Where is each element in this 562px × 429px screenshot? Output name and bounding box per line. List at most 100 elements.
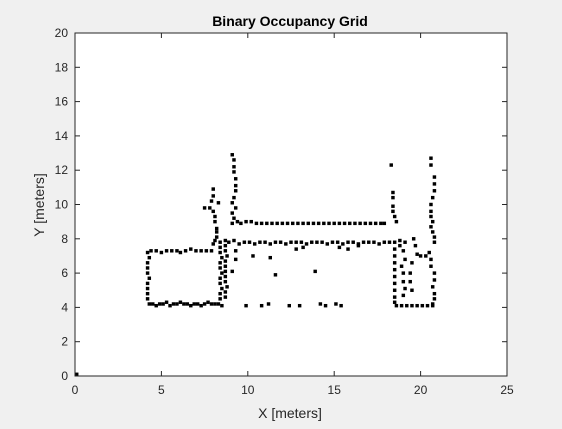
occupied-cell [211,194,215,198]
occupied-cell [432,278,437,282]
occupied-cell [161,302,165,306]
occupied-cell [252,242,257,246]
occupied-cell [391,204,395,208]
occupied-cell [392,274,397,279]
occupied-cell [327,221,331,226]
occupied-cell [346,247,350,251]
occupied-cell [233,249,238,253]
occupied-cell [387,240,392,244]
x-tick-label: 0 [72,383,79,397]
occupied-cell [389,163,393,167]
x-tick-label: 5 [158,383,165,397]
occupied-cell [185,302,190,306]
occupied-cell [394,219,399,224]
occupied-cell [233,189,238,193]
occupied-cell [268,255,272,260]
occupied-cell [145,261,150,265]
occupied-cell [218,281,222,286]
occupied-cell [382,240,387,244]
occupied-cell [214,230,219,234]
occupied-cell [337,221,342,226]
occupied-cell [401,279,406,284]
occupied-cell [230,153,234,157]
occupied-cell [430,195,435,200]
occupied-cell [415,303,419,308]
occupied-cell [232,158,236,162]
occupied-cell [399,264,404,268]
occupied-cell [273,273,278,277]
occupied-cell [401,293,406,298]
occupied-cell [398,238,402,243]
occupied-cell [284,242,288,246]
occupied-cell [213,238,217,243]
occupied-cell [223,295,228,299]
occupied-cell [145,297,150,301]
occupied-cell [392,267,397,272]
occupied-cell [247,240,252,244]
occupied-cell [254,221,259,226]
occupied-cell [199,249,203,253]
occupied-cell [361,240,366,244]
occupied-cell [429,225,433,229]
occupied-cell [391,195,395,200]
axes-background [75,33,507,376]
occupied-cell [147,302,152,306]
occupied-cell [265,221,269,226]
occupied-cell [430,302,435,306]
occupied-cell [145,266,150,270]
occupied-cell [266,302,271,306]
occupied-cell [211,209,215,214]
x-tick-label: 15 [328,383,342,397]
occupied-cell [208,206,212,210]
occupied-cell [399,303,404,308]
occupied-cell [334,302,338,306]
occupied-cell [339,303,343,308]
occupied-cell [244,303,248,308]
occupied-cell [432,175,437,179]
occupied-cell [147,276,152,280]
occupied-cell [363,221,368,226]
occupied-cell [410,303,414,308]
occupied-cell [145,271,150,275]
occupied-cell [206,300,210,304]
occupied-cell [318,302,323,306]
occupied-cell [322,221,326,226]
occupied-cell [392,288,397,292]
occupied-cell [316,221,321,226]
occupied-cell [232,195,236,200]
occupied-cell [301,221,305,226]
occupied-cell [223,279,228,284]
occupied-cell [291,221,295,226]
occupied-cell [353,221,357,226]
occupied-cell [192,302,196,306]
occupied-cell [392,281,397,286]
occupied-cell [278,240,283,244]
occupied-cell [335,240,340,244]
occupied-cell [151,302,155,306]
occupied-cell [233,206,238,210]
occupied-cell [232,238,236,243]
occupied-cell [259,303,264,308]
occupied-cell [401,249,406,253]
occupied-cell [159,250,164,255]
occupied-cell [182,302,186,306]
occupied-cell [218,250,222,255]
occupied-cell [263,240,267,244]
occupied-cell [342,221,347,226]
occupied-cell [225,254,229,258]
occupied-cell [294,240,298,244]
occupied-cell [296,221,300,226]
occupied-cell [189,247,193,251]
occupied-cell [178,300,183,304]
occupied-cell [275,221,279,226]
occupied-cell [391,190,395,195]
y-tick-label: 8 [61,232,68,246]
x-axis-label: X [meters] [258,405,322,421]
occupied-cell [410,288,414,292]
occupied-cell [346,240,350,244]
occupied-cell [285,221,290,226]
occupied-cell [223,290,228,294]
occupied-cell [377,242,381,246]
